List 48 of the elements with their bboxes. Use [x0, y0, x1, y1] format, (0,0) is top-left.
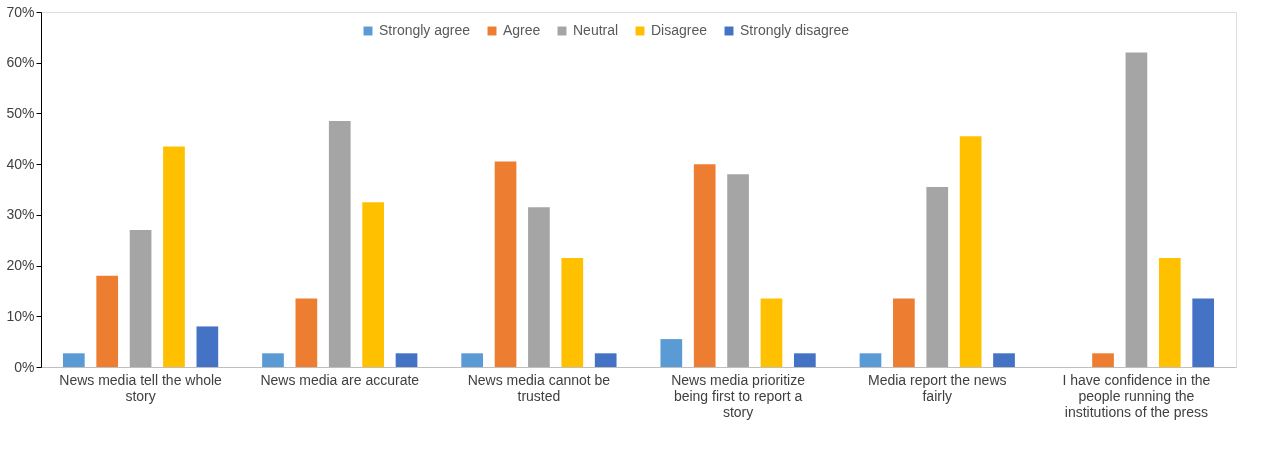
- legend-label: Neutral: [573, 22, 619, 38]
- bar: [62, 353, 85, 367]
- x-tick-label: Media report the news fairly: [867, 371, 1007, 404]
- bar: [528, 207, 550, 367]
- x-tick-label: News media cannot be trusted: [467, 371, 611, 404]
- y-tick-label: 60%: [6, 54, 35, 71]
- legend-label: Disagree: [651, 22, 708, 38]
- bar: [494, 161, 517, 367]
- legend-label: Strongly disagree: [740, 22, 850, 38]
- y-tick-label: 20%: [6, 257, 35, 274]
- bar: [959, 136, 982, 367]
- bar: [395, 353, 418, 367]
- y-tick-label: 30%: [6, 206, 35, 223]
- bar: [660, 339, 683, 367]
- y-tick-label: 0%: [14, 358, 35, 375]
- bar: [362, 202, 384, 367]
- legend-label: Strongly agree: [379, 22, 471, 38]
- bar: [893, 298, 915, 367]
- bar: [693, 164, 716, 367]
- x-tick-label: News media tell the whole story: [59, 371, 223, 404]
- bar: [328, 121, 351, 367]
- bar: [727, 174, 749, 367]
- bar: [262, 353, 284, 367]
- x-tick-label: News media prioritize being first to report a story: [671, 371, 806, 420]
- bar: [163, 146, 185, 367]
- bar: [196, 326, 219, 367]
- bar: [1192, 298, 1215, 367]
- bar: [96, 275, 119, 367]
- bar: [594, 353, 617, 367]
- y-tick-label: 10%: [6, 307, 35, 324]
- bar: [1092, 353, 1114, 367]
- bar: [561, 257, 584, 367]
- bar: [295, 298, 318, 367]
- bar: [859, 353, 882, 367]
- bar: [794, 353, 816, 367]
- bar: [1158, 257, 1181, 367]
- bar: [461, 353, 483, 367]
- bar: [926, 186, 949, 367]
- x-tick-label: I have confidence in the people running the institutions of the press: [1062, 371, 1211, 420]
- bar: [993, 353, 1015, 367]
- y-tick-label: 70%: [6, 3, 35, 20]
- bar: [1125, 52, 1148, 367]
- bar: [129, 230, 152, 367]
- y-tick-label: 50%: [6, 104, 35, 121]
- x-tick-label: News media are accurate: [260, 371, 420, 388]
- legend-label: Agree: [503, 22, 541, 38]
- y-tick-label: 40%: [6, 155, 35, 172]
- bar: [760, 298, 783, 367]
